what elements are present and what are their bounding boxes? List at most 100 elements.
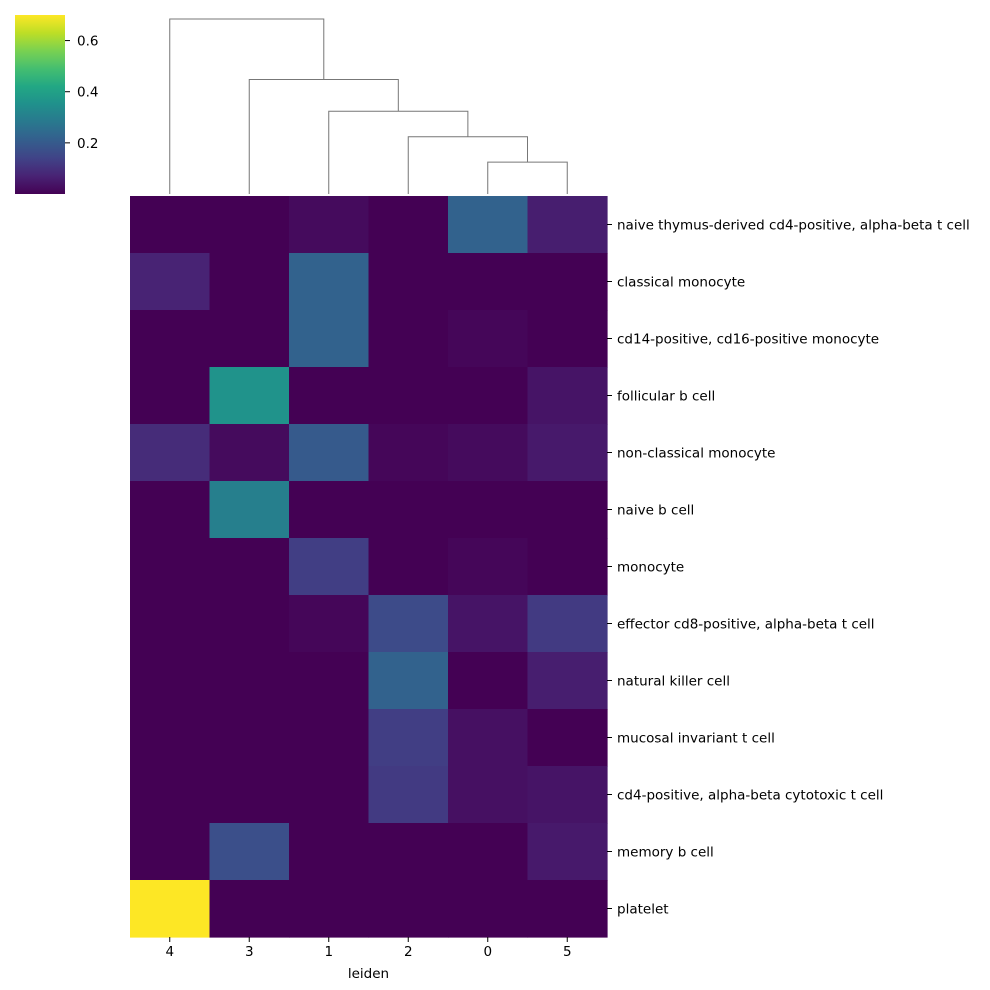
heatmap-cell: monocyte / 2: 0 <box>368 538 449 596</box>
heatmap-cell: naive thymus-derived cd4-positive, alpha… <box>209 196 290 254</box>
heatmap-cell: memory b cell / 2: 0 <box>368 823 449 881</box>
heatmap-cell: follicular b cell / 2: 0 <box>368 367 449 425</box>
row-label: natural killer cell <box>617 674 730 690</box>
heatmap-cell: effector cd8-positive, alpha-beta t cell… <box>130 595 211 653</box>
heatmap-cell: monocyte / 5: 0 <box>527 538 608 596</box>
row-label: classical monocyte <box>617 275 745 291</box>
column-label: 5 <box>563 944 572 960</box>
heatmap-cell: cd4-positive, alpha-beta cytotoxic t cel… <box>209 766 290 824</box>
heatmap-cell: naive b cell / 5: 0 <box>527 481 608 539</box>
heatmap-cell: effector cd8-positive, alpha-beta t cell… <box>527 595 608 653</box>
heatmap-cell: memory b cell / 1: 0 <box>289 823 370 881</box>
heatmap-cell: monocyte / 0: 0.01 <box>448 538 529 596</box>
column-label: 3 <box>245 944 254 960</box>
dendrogram-link <box>248 78 399 194</box>
heatmap-cell: cd14-positive, cd16-positive monocyte / … <box>448 310 529 368</box>
colorbar-tick-label: 0.2 <box>77 136 98 152</box>
colorbar: 0.2 0.4 0.6 <box>15 15 98 194</box>
colorbar-gradient <box>15 15 65 194</box>
row-label: effector cd8-positive, alpha-beta t cell <box>617 617 875 633</box>
x-axis-label: leiden <box>348 966 389 982</box>
heatmap-cell: natural killer cell / 3: 0 <box>209 652 290 710</box>
heatmap-cell: follicular b cell / 1: 0 <box>289 367 370 425</box>
heatmap-cell: effector cd8-positive, alpha-beta t cell… <box>289 595 370 653</box>
heatmap-cells: naive thymus-derived cd4-positive, alpha… <box>130 196 608 938</box>
heatmap-cell: monocyte / 4: 0 <box>130 538 211 596</box>
column-label: 0 <box>483 944 492 960</box>
dendrogram-link <box>487 161 568 194</box>
heatmap-cell: mucosal invariant t cell / 0: 0.03 <box>448 709 529 767</box>
heatmap-cell: follicular b cell / 0: 0 <box>448 367 529 425</box>
heatmap-cell: naive b cell / 4: 0 <box>130 481 211 539</box>
heatmap-cell: platelet / 0: 0 <box>448 880 529 938</box>
column-label: 2 <box>404 944 413 960</box>
heatmap-cell: cd14-positive, cd16-positive monocyte / … <box>209 310 290 368</box>
heatmap-cell: platelet / 5: 0 <box>527 880 608 938</box>
heatmap-cell: mucosal invariant t cell / 2: 0.13 <box>368 709 449 767</box>
heatmap-cell: effector cd8-positive, alpha-beta t cell… <box>448 595 529 653</box>
row-label: monocyte <box>617 560 684 576</box>
heatmap-cell: cd14-positive, cd16-positive monocyte / … <box>130 310 211 368</box>
heatmap-cell: cd4-positive, alpha-beta cytotoxic t cel… <box>368 766 449 824</box>
row-label: follicular b cell <box>617 389 715 405</box>
heatmap-cell: classical monocyte / 3: 0 <box>209 253 290 311</box>
row-label: platelet <box>617 902 669 918</box>
row-label: memory b cell <box>617 845 714 861</box>
heatmap-cell: natural killer cell / 2: 0.22 <box>368 652 449 710</box>
heatmap-cell: classical monocyte / 1: 0.22 <box>289 253 370 311</box>
heatmap-cell: platelet / 1: 0 <box>289 880 370 938</box>
heatmap-cell: classical monocyte / 2: 0 <box>368 253 449 311</box>
heatmap-cell: cd14-positive, cd16-positive monocyte / … <box>289 310 370 368</box>
heatmap-cell: naive b cell / 0: 0 <box>448 481 529 539</box>
heatmap-cell: classical monocyte / 0: 0 <box>448 253 529 311</box>
heatmap-cell: non-classical monocyte / 4: 0.09 <box>130 424 211 482</box>
heatmap-cell: cd4-positive, alpha-beta cytotoxic t cel… <box>130 766 211 824</box>
heatmap-cell: naive thymus-derived cd4-positive, alpha… <box>448 196 529 254</box>
heatmap-cell: platelet / 2: 0 <box>368 880 449 938</box>
row-label: cd14-positive, cd16-positive monocyte <box>617 332 879 348</box>
heatmap-cell: cd14-positive, cd16-positive monocyte / … <box>368 310 449 368</box>
heatmap-cell: follicular b cell / 3: 0.36 <box>209 367 290 425</box>
column-label: 4 <box>165 944 174 960</box>
heatmap-cell: naive b cell / 3: 0.3 <box>209 481 290 539</box>
colorbar-tick-label: 0.6 <box>77 34 98 50</box>
heatmap-cell: cd4-positive, alpha-beta cytotoxic t cel… <box>448 766 529 824</box>
heatmap-cell: memory b cell / 0: 0 <box>448 823 529 881</box>
row-label: naive thymus-derived cd4-positive, alpha… <box>617 218 970 234</box>
dendrogram-link <box>169 18 325 194</box>
heatmap-cell: effector cd8-positive, alpha-beta t cell… <box>368 595 449 653</box>
heatmap-cell: follicular b cell / 5: 0.04 <box>527 367 608 425</box>
heatmap-cell: monocyte / 1: 0.13 <box>289 538 370 596</box>
heatmap-cell: monocyte / 3: 0 <box>209 538 290 596</box>
heatmap-cell: mucosal invariant t cell / 3: 0 <box>209 709 290 767</box>
heatmap-cell: mucosal invariant t cell / 1: 0 <box>289 709 370 767</box>
heatmap-cell: cd4-positive, alpha-beta cytotoxic t cel… <box>527 766 608 824</box>
heatmap-cell: memory b cell / 4: 0 <box>130 823 211 881</box>
heatmap-cell: natural killer cell / 1: 0 <box>289 652 370 710</box>
heatmap-cell: naive thymus-derived cd4-positive, alpha… <box>289 196 370 254</box>
row-labels: naive thymus-derived cd4-positive, alpha… <box>607 218 970 918</box>
heatmap-cell: non-classical monocyte / 5: 0.05 <box>527 424 608 482</box>
heatmap-cell: non-classical monocyte / 3: 0.02 <box>209 424 290 482</box>
heatmap-cell: cd14-positive, cd16-positive monocyte / … <box>527 310 608 368</box>
row-label: mucosal invariant t cell <box>617 731 775 747</box>
heatmap-cell: natural killer cell / 0: 0 <box>448 652 529 710</box>
heatmap-cell: non-classical monocyte / 0: 0.02 <box>448 424 529 482</box>
column-labels: 4 3 1 2 0 5 <box>165 937 572 960</box>
heatmap-cell: platelet / 4: 0.7 <box>130 880 211 938</box>
heatmap-cell: natural killer cell / 5: 0.06 <box>527 652 608 710</box>
heatmap-cell: classical monocyte / 5: 0 <box>527 253 608 311</box>
heatmap-cell: natural killer cell / 4: 0 <box>130 652 211 710</box>
heatmap-cell: classical monocyte / 4: 0.07 <box>130 253 211 311</box>
heatmap-cell: non-classical monocyte / 1: 0.2 <box>289 424 370 482</box>
heatmap-cell: naive thymus-derived cd4-positive, alpha… <box>368 196 449 254</box>
row-label: cd4-positive, alpha-beta cytotoxic t cel… <box>617 788 883 804</box>
heatmap-cell: naive b cell / 2: 0 <box>368 481 449 539</box>
heatmap-cell: naive b cell / 1: 0 <box>289 481 370 539</box>
heatmap-cell: memory b cell / 5: 0.05 <box>527 823 608 881</box>
heatmap-cell: naive thymus-derived cd4-positive, alpha… <box>527 196 608 254</box>
column-dendrogram <box>169 18 568 194</box>
heatmap-cell: mucosal invariant t cell / 4: 0 <box>130 709 211 767</box>
colorbar-tick-label: 0.4 <box>77 85 98 101</box>
